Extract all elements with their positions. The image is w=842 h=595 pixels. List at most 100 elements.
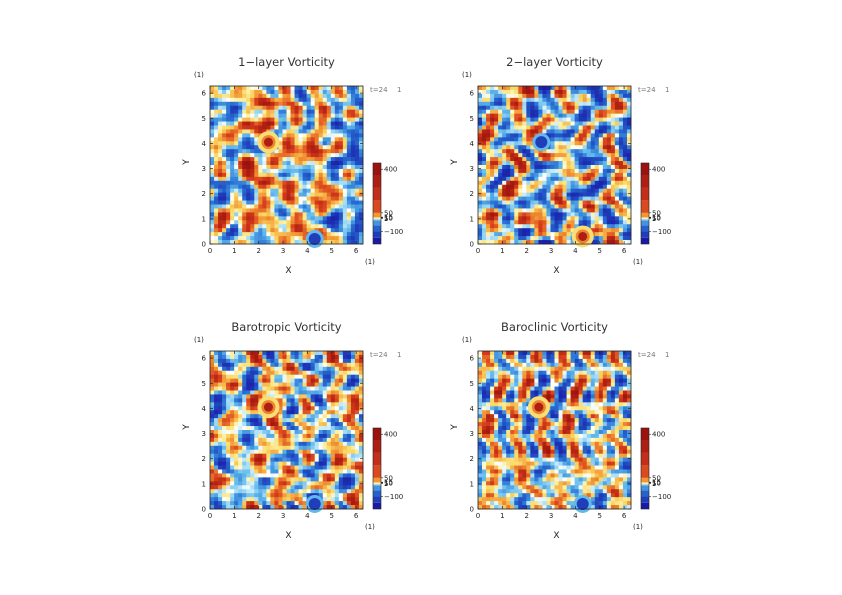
heatmap-cell (342, 358, 348, 364)
heatmap-cell (506, 188, 511, 193)
heatmap-cell (342, 461, 348, 466)
heatmap-cell (546, 220, 551, 225)
heatmap-cell (282, 445, 287, 451)
heatmap-cell (338, 433, 344, 439)
heatmap-cell (542, 86, 547, 91)
heatmap-cell (586, 192, 592, 197)
heatmap-cell (538, 153, 543, 158)
heatmap-cell (550, 212, 555, 217)
heatmap-cell (342, 232, 348, 237)
time-label: t=24 (370, 351, 388, 359)
heatmap-cell (234, 465, 239, 470)
heatmap-cell (346, 220, 352, 225)
heatmap-cell (570, 125, 575, 130)
heatmap-cell (558, 105, 563, 111)
heatmap-cell (226, 232, 231, 237)
heatmap-cell (490, 172, 495, 178)
heatmap-cell (322, 477, 328, 482)
heatmap-cell (334, 461, 340, 466)
heatmap-cell (526, 192, 531, 197)
heatmap-cell (550, 93, 555, 99)
heatmap-cell (350, 501, 356, 506)
heatmap-cell (242, 485, 247, 490)
heatmap-cell (262, 204, 267, 209)
heatmap-cell (230, 433, 235, 439)
heatmap-cell (298, 220, 303, 225)
heatmap-cell (494, 232, 499, 237)
heatmap-cell (570, 188, 575, 193)
heatmap-cell (338, 117, 344, 122)
heatmap-cell (354, 441, 360, 447)
heatmap-cell (270, 216, 275, 221)
heatmap-cell (534, 180, 539, 186)
heatmap-cell (546, 240, 551, 245)
heatmap-cell (318, 153, 324, 158)
heatmap-cell (558, 180, 563, 186)
heatmap-cell (614, 145, 620, 150)
heatmap-cell (622, 354, 628, 360)
x-tick-label: 6 (354, 512, 359, 520)
heatmap-cell (306, 433, 312, 439)
heatmap-cell (334, 489, 340, 494)
heatmap-cell (558, 168, 563, 174)
heatmap-cell (254, 414, 259, 419)
heatmap-cell (242, 113, 247, 118)
heatmap-cell (238, 465, 243, 470)
heatmap-cell (230, 473, 235, 478)
heatmap-cell (274, 351, 279, 356)
heatmap-cell (526, 97, 531, 103)
heatmap-cell (502, 358, 507, 364)
heatmap-cell (610, 228, 616, 233)
heatmap-cell (514, 93, 519, 99)
heatmap-cell (222, 473, 227, 478)
heatmap-cell (282, 220, 287, 225)
heatmap-cell (238, 101, 243, 107)
heatmap-cell (230, 204, 235, 209)
heatmap-cell (358, 133, 364, 138)
heatmap-cell (210, 86, 215, 91)
heatmap-cell (278, 362, 283, 368)
heatmap-cell (274, 382, 279, 387)
heatmap-cell (238, 441, 243, 447)
heatmap-cell (622, 89, 628, 95)
heatmap-cell (590, 117, 596, 122)
heatmap-cell (530, 188, 535, 193)
heatmap-cell (258, 457, 263, 462)
heatmap-cell (302, 378, 307, 383)
heatmap-cell (294, 406, 299, 411)
heatmap-cell (278, 141, 283, 146)
heatmap-cell (270, 481, 275, 486)
heatmap-cell (286, 414, 291, 419)
heatmap-cell (522, 86, 527, 91)
heatmap-cell (350, 485, 356, 490)
heatmap-cell (294, 402, 299, 407)
heatmap-cell (270, 461, 275, 466)
heatmap-cell (322, 89, 328, 95)
heatmap-cell (350, 366, 356, 372)
heatmap-cell (586, 176, 592, 182)
heatmap-cell (242, 394, 247, 399)
heatmap-cell (222, 165, 227, 170)
heatmap-cell (298, 212, 303, 217)
heatmap-cell (242, 232, 247, 237)
heatmap-cell (322, 398, 328, 403)
heatmap-cell (526, 240, 531, 245)
heatmap-cell (298, 216, 303, 221)
heatmap-cell (314, 224, 320, 229)
heatmap-cell (522, 93, 527, 99)
heatmap-cell (262, 489, 267, 494)
y-unit-label: (1) (194, 71, 204, 79)
heatmap-cell (518, 180, 523, 186)
heatmap-cell (594, 129, 600, 134)
heatmap-cell (282, 453, 287, 458)
heatmap-cell (234, 86, 239, 91)
heatmap-cell (618, 137, 624, 142)
heatmap-cell (606, 184, 612, 190)
heatmap-cell (358, 398, 364, 403)
heatmap-cell (610, 117, 616, 122)
heatmap-cell (278, 418, 283, 423)
heatmap-cell (354, 105, 360, 111)
heatmap-cell (210, 89, 215, 95)
heatmap-cell (218, 469, 223, 474)
heatmap-cell (510, 129, 515, 134)
